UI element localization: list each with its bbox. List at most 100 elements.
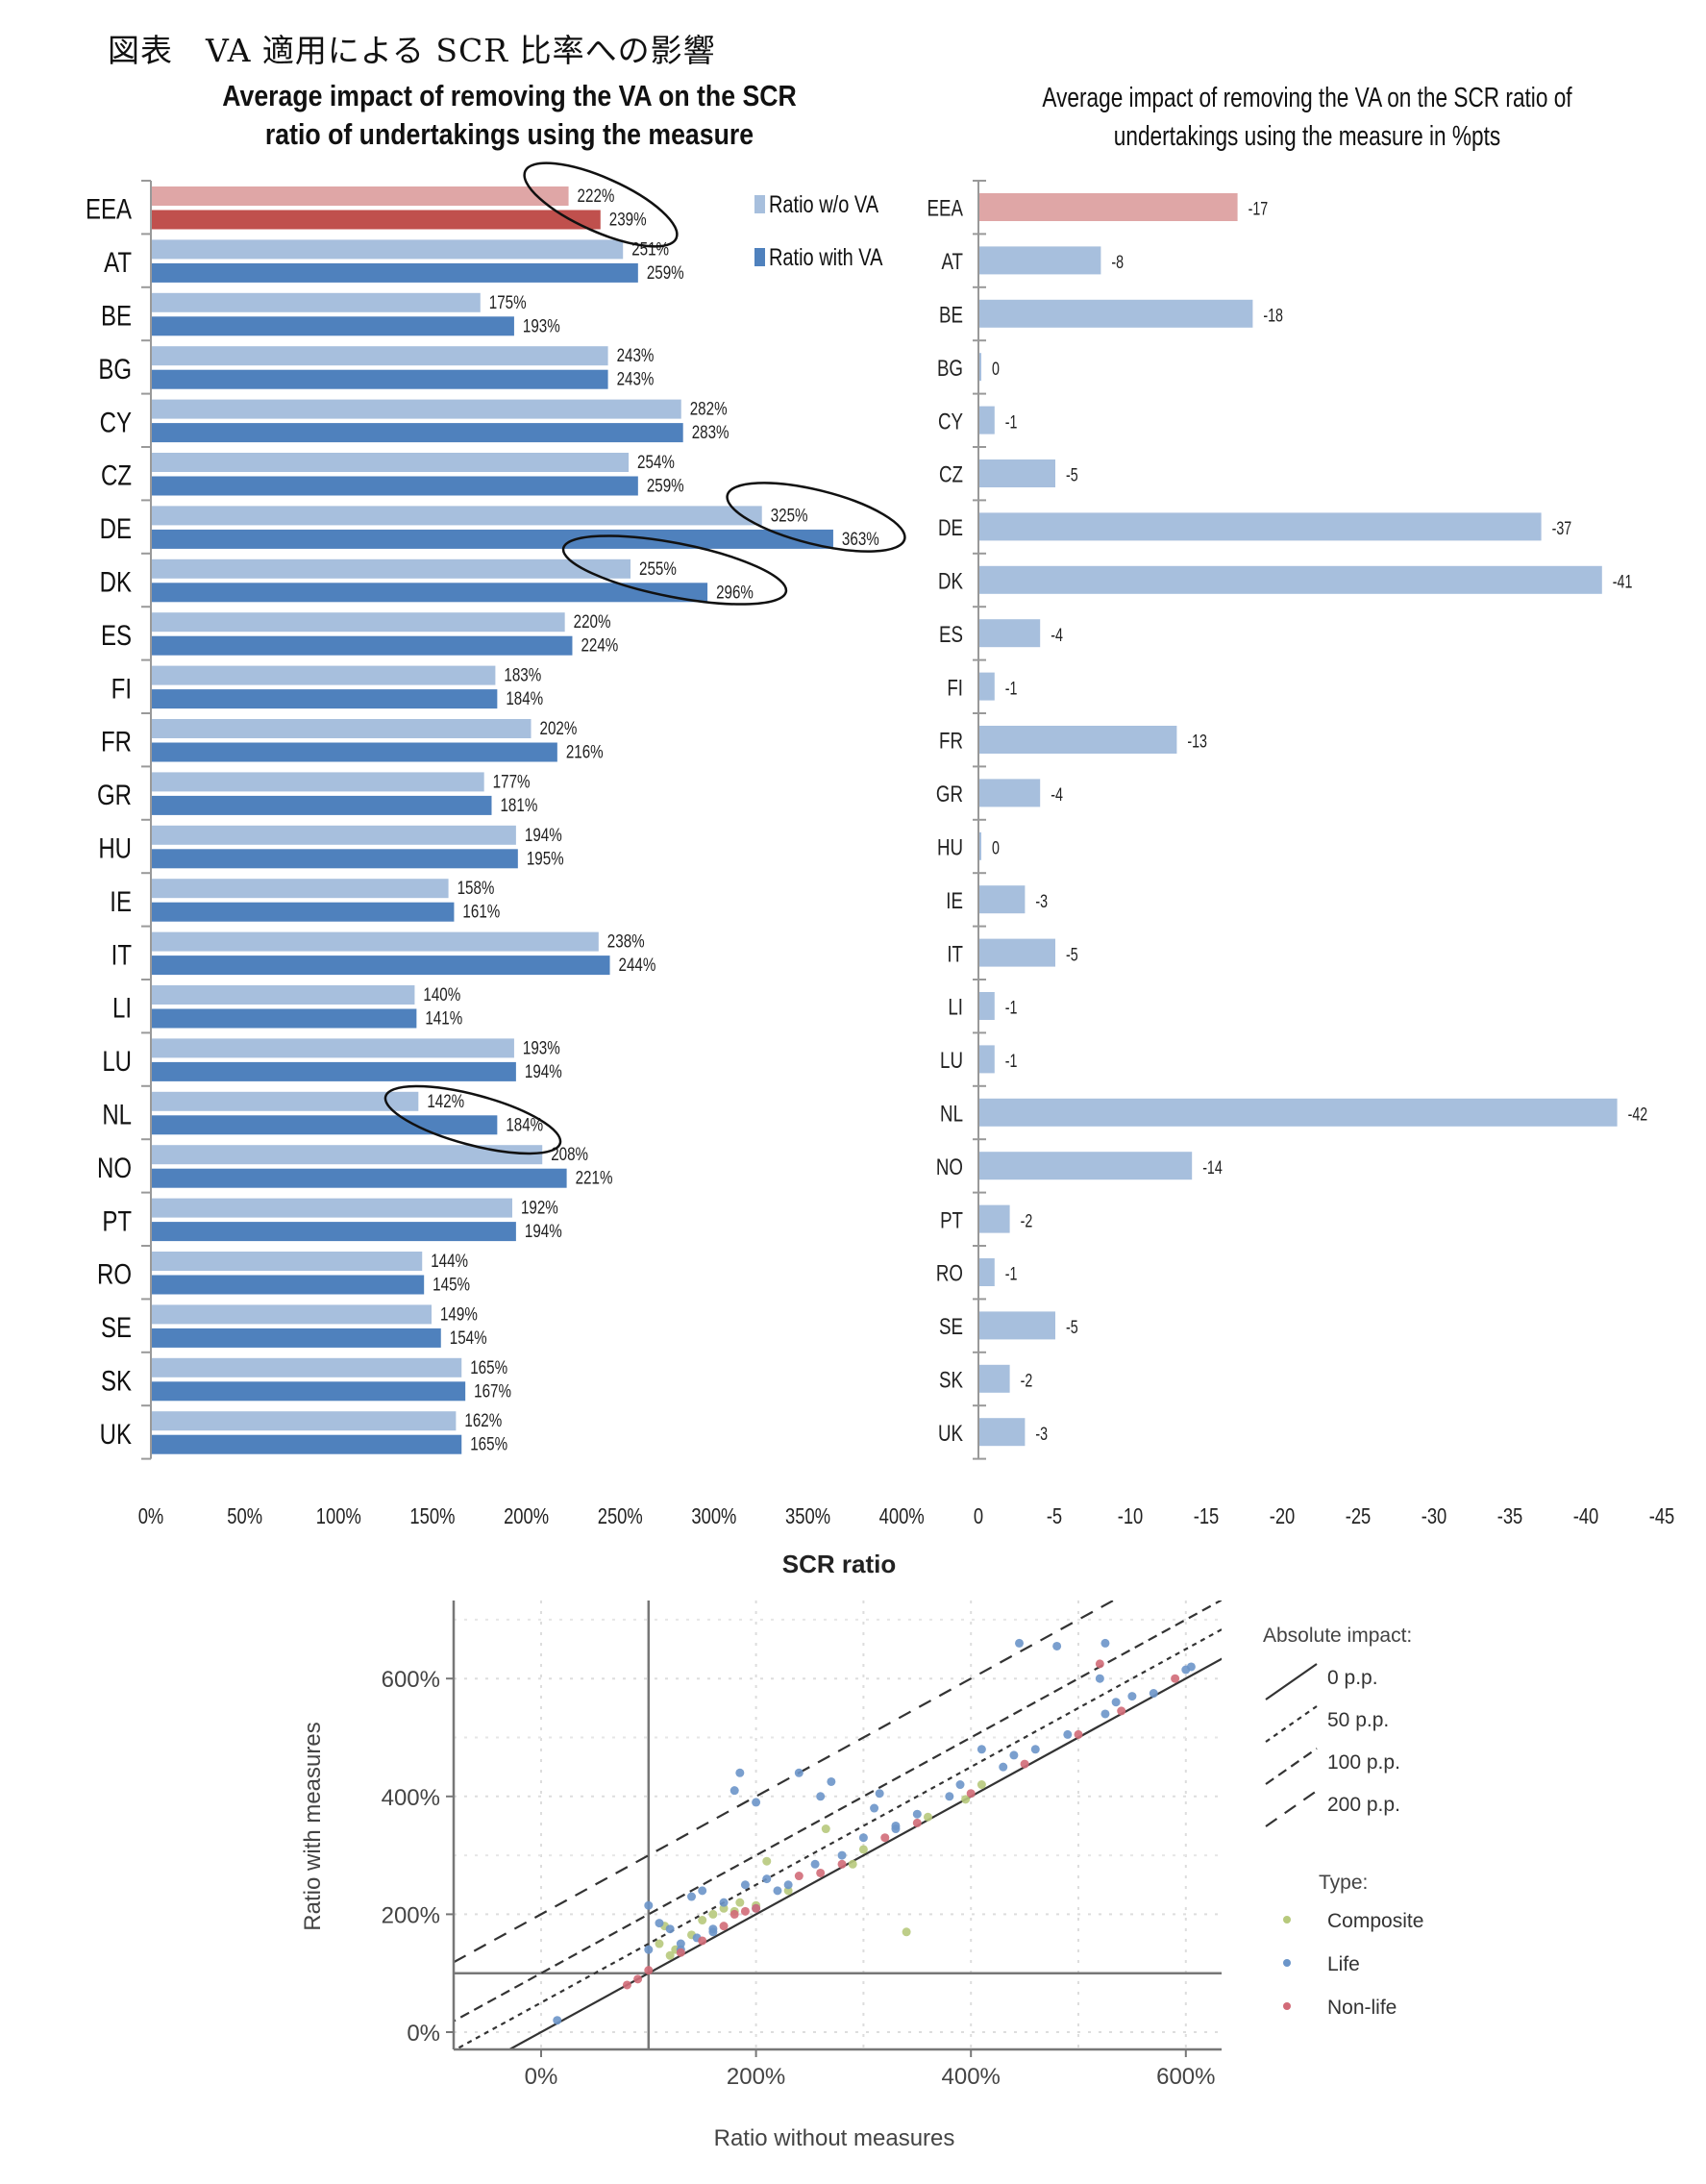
category-label: DK [100,565,132,598]
x-tick-label: 600% [1156,2064,1215,2090]
data-label: 194% [525,1060,562,1081]
data-label: -13 [1187,732,1207,752]
category-label: LI [948,995,963,1021]
scatter-point-life [999,1762,1008,1772]
scatter-point-life [752,1798,761,1807]
category-label: NL [940,1101,963,1127]
data-label: 195% [527,848,564,869]
legend-swatch [754,195,765,213]
data-label: 0 [992,359,1000,379]
scatter-point-composite [762,1856,772,1866]
impact-line-0pp [507,1657,1222,2049]
x-tick-label: 100% [316,1504,361,1528]
annotation-ellipse [523,161,679,248]
scatter-point-composite [655,1939,664,1948]
data-label: 243% [617,368,655,389]
bar-with-va [152,262,638,283]
legend-impact-label: 100 p.p. [1327,1751,1400,1774]
legend-label: Ratio w/o VA [769,191,879,218]
scatter-point-non-life [1020,1759,1029,1769]
impact-bar [979,1204,1010,1233]
impact-line-200pp [454,1601,1116,1964]
scatter-point-non-life [633,1974,643,1984]
category-label: NL [102,1098,132,1130]
data-label: 243% [617,345,655,366]
legend-impact-label: 0 p.p. [1327,1667,1378,1689]
scatter-point-non-life [719,1922,729,1931]
scatter-point-life [719,1898,729,1907]
scatter-point-life [837,1850,847,1860]
category-label: DE [100,511,132,544]
impact-bar [979,1045,995,1074]
scatter-point-composite [858,1845,868,1854]
data-label: -5 [1066,944,1078,964]
scatter-point-non-life [676,1948,685,1957]
bar-with-va [152,583,708,603]
impact-bar [979,1418,1026,1447]
category-label: GR [97,778,132,810]
data-label: 259% [647,261,684,283]
data-label: 177% [493,771,531,792]
scatter-point-life [698,1886,707,1896]
impact-bar [979,193,1238,221]
x-tick-label: 200% [504,1504,549,1528]
scatter-point-non-life [837,1859,847,1869]
bar-with-va [152,742,557,762]
scatter-point-life [773,1886,782,1896]
legend-type-marker [1283,2002,1291,2010]
scatter-point-non-life [880,1833,890,1843]
bar-without-va [152,1252,423,1271]
bar-with-va [152,689,498,709]
data-label: 184% [506,1114,543,1135]
scatter-point-life [762,1874,772,1884]
x-tick-label: 400% [879,1504,925,1528]
data-label: 282% [690,398,728,419]
bar-with-va [152,369,608,389]
category-label: RO [97,1257,132,1290]
bar-with-va [152,529,833,549]
bar-without-va [152,825,516,845]
bar-with-va [152,423,683,443]
annotation-ellipse [726,482,906,553]
data-label: -37 [1552,518,1572,538]
scatter-point-life [794,1768,804,1777]
scatter-point-life [1063,1729,1073,1739]
impact-bar [979,885,1026,914]
data-label: 193% [523,1037,560,1058]
data-label: 181% [500,794,537,815]
x-tick-label: 400% [942,2064,1001,2090]
category-label: CY [100,406,132,438]
bar-with-va [152,1168,567,1188]
impact-bar [979,353,981,382]
category-label: LI [112,991,132,1024]
bar-without-va [152,1304,432,1325]
scatter-point-life [870,1803,879,1813]
scatter-point-composite [735,1898,745,1907]
scatter-point-life [1096,1592,1104,1601]
x-axis-title: SCR ratio [782,1550,896,1578]
data-label: 363% [842,528,879,549]
bar-without-va [152,1357,462,1377]
data-label: -41 [1613,572,1633,592]
scatter-point-life [810,1859,820,1869]
data-label: -18 [1263,306,1283,326]
data-label: -1 [1005,1264,1018,1284]
bar-with-va [152,1381,466,1402]
category-label: LU [102,1044,132,1077]
ratio-bar-chart: EEA 222%239%AT 251%259%BE 175%193%BG 243%243… [86,161,925,1529]
category-label: SE [939,1314,963,1340]
impact-bar [979,726,1177,754]
scatter-point-life [912,1809,922,1819]
scatter-point-life [1100,1709,1110,1719]
x-tick-label: -20 [1270,1504,1296,1528]
x-tick-label: -5 [1047,1504,1062,1528]
impact-bar [979,1258,995,1286]
scatter-point-life [729,1786,739,1796]
bar-without-va [152,985,415,1005]
data-label: 255% [639,558,677,579]
x-tick-label: 150% [409,1504,455,1528]
scatter-point-life [1100,1638,1110,1648]
impact-bar [979,619,1041,648]
scatter-point-life [891,1824,901,1834]
bar-with-va [152,795,492,815]
